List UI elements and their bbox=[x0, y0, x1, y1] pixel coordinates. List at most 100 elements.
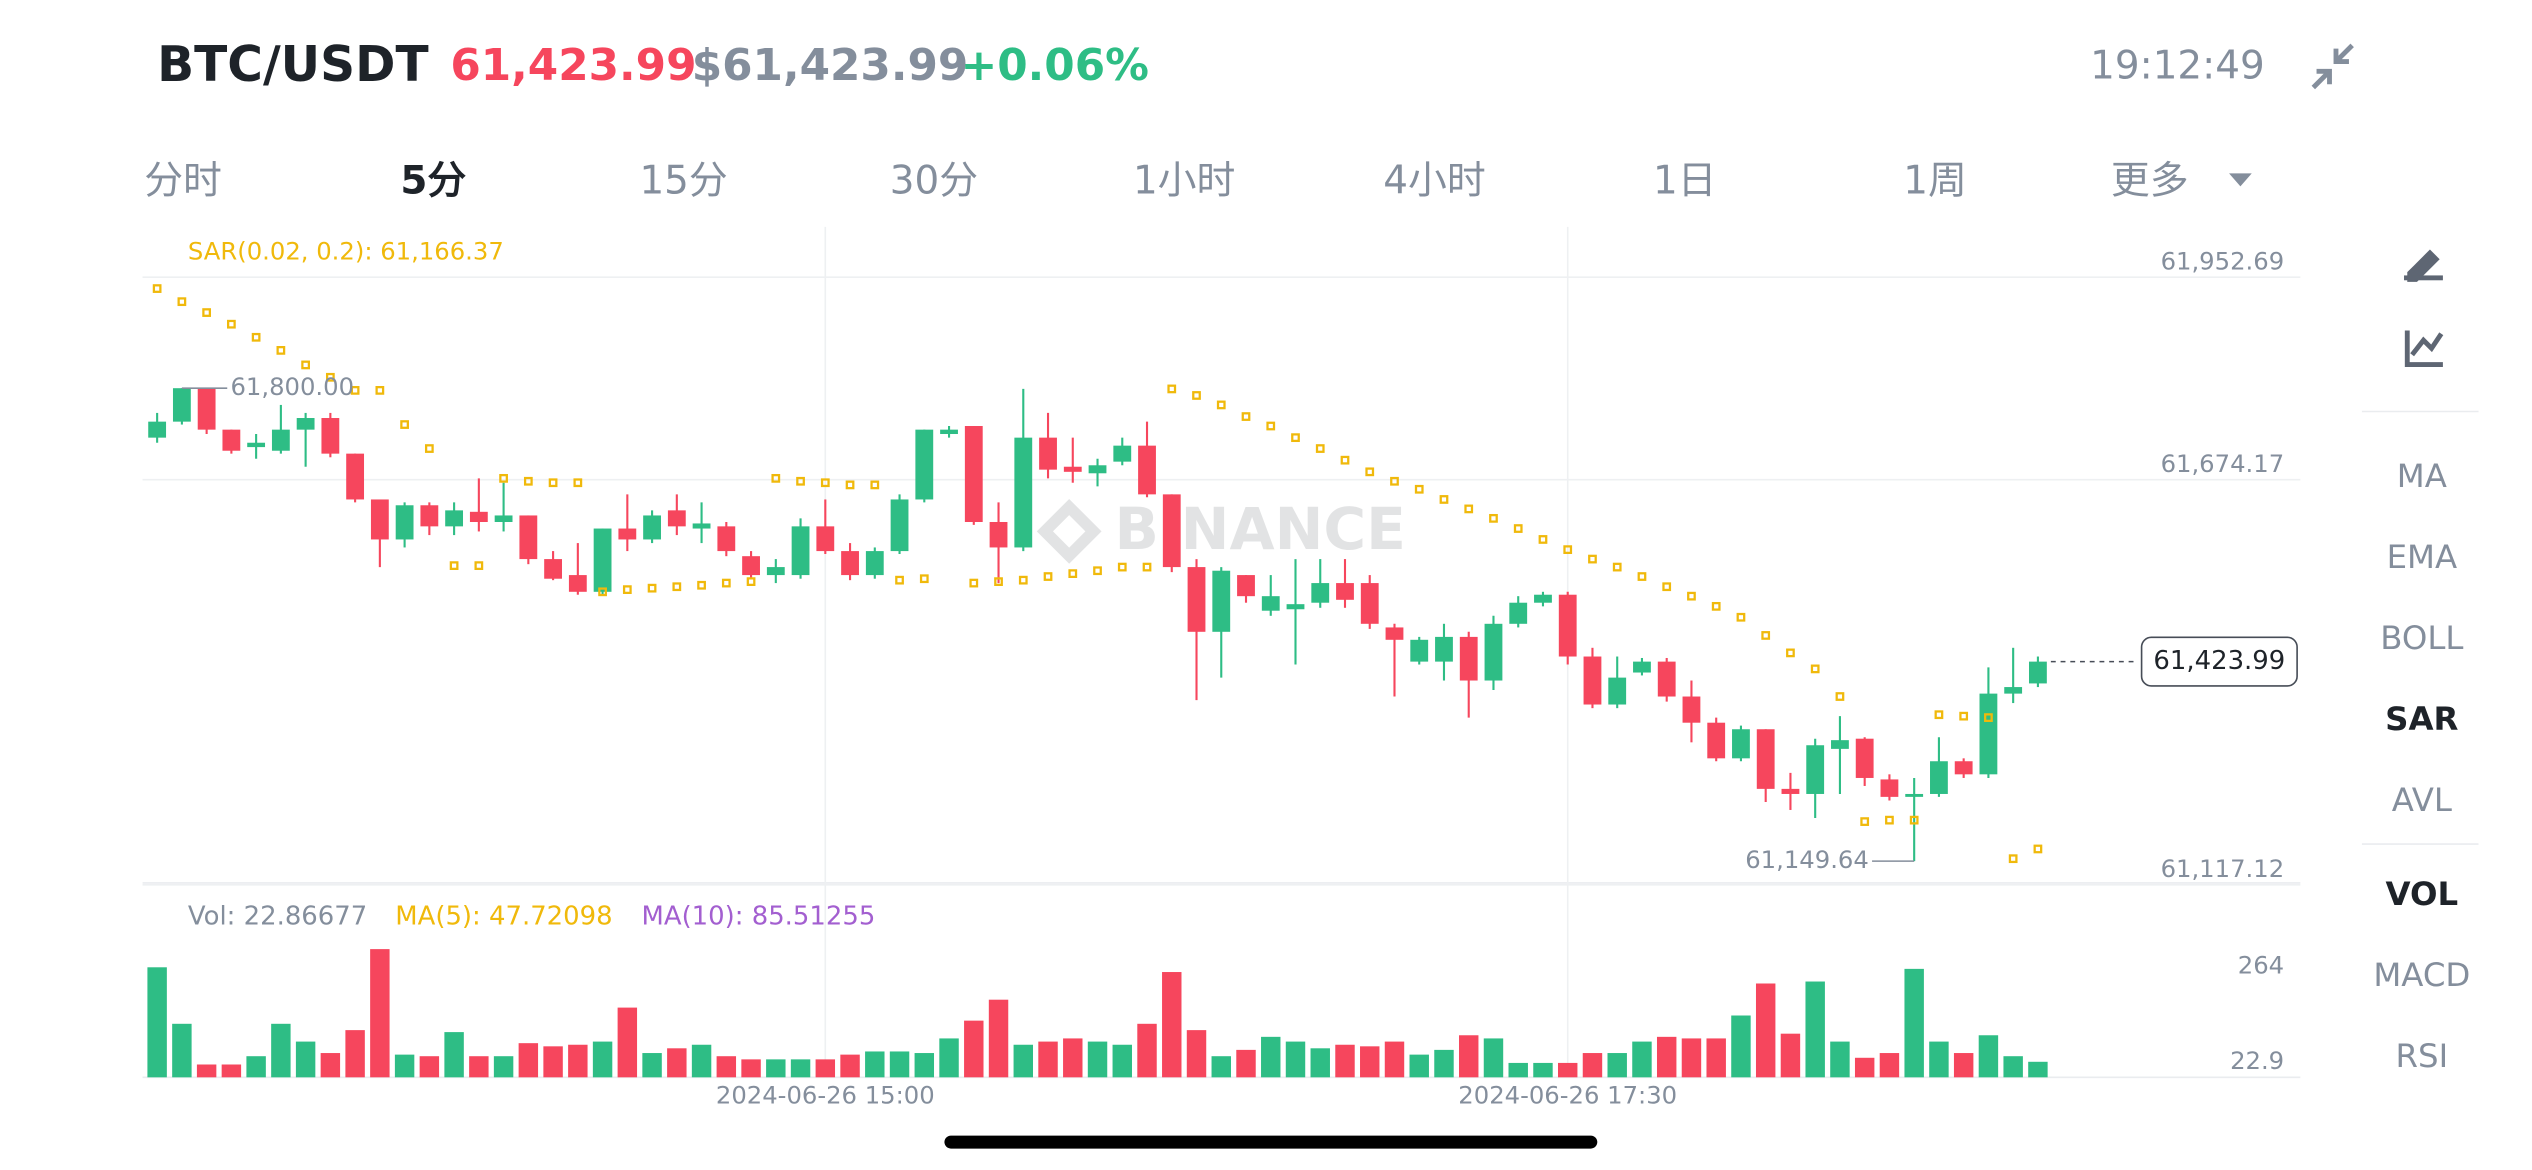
volume-bar bbox=[741, 1059, 761, 1078]
candle-body bbox=[519, 515, 538, 560]
indicator-option[interactable]: MA bbox=[2397, 457, 2447, 495]
sar-dot bbox=[1043, 572, 1053, 581]
volume-bar bbox=[1557, 1062, 1578, 1078]
volume-bar bbox=[271, 1023, 291, 1078]
sar-dot bbox=[1736, 612, 1746, 622]
volume-tick-label: 264 bbox=[2238, 951, 2284, 980]
indicator-option[interactable]: MACD bbox=[2373, 956, 2470, 994]
sar-dot bbox=[1167, 384, 1177, 394]
candle-body bbox=[1558, 594, 1577, 657]
volume-tick-label: 22.9 bbox=[2230, 1046, 2284, 1075]
sar-dot bbox=[919, 574, 929, 584]
volume-bar bbox=[1013, 1044, 1034, 1078]
sar-dot bbox=[1786, 648, 1795, 658]
sar-dot bbox=[1588, 554, 1597, 564]
candle-body bbox=[148, 421, 167, 438]
low-label: 61,149.64 bbox=[1745, 845, 1869, 874]
timeframe-tab[interactable]: 1日 bbox=[1653, 159, 1717, 204]
volume-bar bbox=[766, 1059, 786, 1078]
candle-body bbox=[469, 511, 488, 522]
x-tick-label: 2024-06-26 15:00 bbox=[716, 1081, 935, 1110]
candle-body bbox=[1954, 761, 1973, 775]
sar-dot bbox=[1464, 504, 1474, 514]
high-label: 61,800.00 bbox=[230, 372, 354, 401]
indicator-option[interactable]: VOL bbox=[2386, 875, 2459, 913]
indicator-option[interactable]: AVL bbox=[2392, 781, 2452, 819]
sar-dot bbox=[1241, 412, 1251, 421]
timeframe-tab[interactable]: 1周 bbox=[1903, 159, 1967, 204]
candle-body bbox=[271, 429, 290, 451]
candle-body bbox=[1806, 745, 1825, 794]
candle-body bbox=[1583, 656, 1602, 705]
sar-dot bbox=[499, 473, 508, 483]
volume-bar bbox=[246, 1056, 266, 1078]
volume-bar bbox=[1830, 1041, 1850, 1078]
timeframe-tab[interactable]: 30分 bbox=[890, 159, 978, 204]
volume-bar bbox=[1434, 1049, 1454, 1078]
sar-dot bbox=[622, 585, 632, 594]
candle-body bbox=[816, 526, 835, 552]
indicator-option[interactable]: EMA bbox=[2387, 538, 2458, 576]
volume-bar bbox=[1706, 1038, 1726, 1078]
sar-dot bbox=[424, 444, 434, 453]
last-price-box bbox=[2140, 636, 2298, 687]
volume-bar bbox=[172, 1023, 192, 1078]
volume-bar bbox=[1335, 1044, 1355, 1078]
indicator-option[interactable]: SAR bbox=[2385, 700, 2458, 738]
volume-bar bbox=[221, 1064, 242, 1078]
candle-body bbox=[222, 429, 241, 451]
candle-body bbox=[296, 418, 315, 430]
sar-dot bbox=[1093, 566, 1102, 576]
indicator-option[interactable]: BOLL bbox=[2380, 619, 2463, 657]
indicator-tool[interactable] bbox=[2404, 330, 2444, 367]
candle-body bbox=[1212, 570, 1231, 632]
sar-dot bbox=[177, 297, 187, 307]
volume-legend: Vol: 22.86677 MA(5): 47.72098 MA(10): 85.5… bbox=[188, 901, 875, 931]
sar-legend: SAR(0.02, 0.2): 61,166.37 bbox=[188, 237, 504, 266]
volume-legend-item: Vol: 22.86677 bbox=[188, 901, 367, 931]
candle-body bbox=[692, 523, 711, 529]
sar-dot bbox=[1959, 711, 1969, 721]
volume-bar bbox=[1261, 1036, 1281, 1078]
indicator-option[interactable]: RSI bbox=[2396, 1037, 2449, 1075]
volume-bar bbox=[444, 1032, 464, 1078]
volume-bar bbox=[1137, 1023, 1157, 1078]
candle-body bbox=[1360, 583, 1379, 624]
sar-dot bbox=[1390, 476, 1399, 486]
candle-body bbox=[1286, 604, 1305, 610]
sar-dot bbox=[1018, 575, 1028, 585]
sar-dot bbox=[1637, 572, 1647, 581]
candle-body bbox=[593, 528, 612, 592]
timeframe-tab[interactable]: 1小时 bbox=[1133, 159, 1235, 204]
timeframe-tab[interactable]: 15分 bbox=[639, 159, 727, 204]
more-caret[interactable] bbox=[2229, 173, 2252, 187]
candle-body bbox=[1237, 575, 1255, 597]
timeframe-tab[interactable]: 4小时 bbox=[1383, 159, 1485, 204]
volume-bar bbox=[642, 1053, 662, 1078]
candle-body bbox=[568, 575, 587, 592]
timeframe-tab[interactable]: 更多 bbox=[2111, 159, 2189, 204]
collapse-button[interactable] bbox=[2311, 43, 2354, 90]
x-tick-label: 2024-06-26 17:30 bbox=[1458, 1081, 1677, 1110]
timeframe-tab[interactable]: 分时 bbox=[144, 159, 222, 204]
volume-bar bbox=[1236, 1049, 1256, 1078]
volume-bar bbox=[939, 1038, 959, 1078]
sar-dot bbox=[2033, 844, 2043, 854]
volume-bar bbox=[1063, 1038, 1083, 1078]
candle-body bbox=[2029, 661, 2047, 684]
sar-dot bbox=[400, 420, 409, 429]
candle-body bbox=[1162, 494, 1181, 568]
volume-bar bbox=[1038, 1041, 1058, 1078]
volume-bar bbox=[1656, 1036, 1677, 1078]
collapse-arrow bbox=[2311, 68, 2332, 90]
draw-tool[interactable] bbox=[2404, 249, 2443, 282]
volume-bar bbox=[370, 949, 390, 1078]
volume-bar bbox=[1632, 1041, 1652, 1078]
volume-bar bbox=[419, 1056, 440, 1078]
candle-body bbox=[370, 499, 389, 540]
timeframe-tab[interactable]: 5分 bbox=[400, 159, 466, 204]
volume-bar bbox=[840, 1054, 860, 1078]
sar-dot bbox=[1117, 562, 1127, 572]
watermark-text: BINANCE bbox=[1115, 495, 1406, 563]
